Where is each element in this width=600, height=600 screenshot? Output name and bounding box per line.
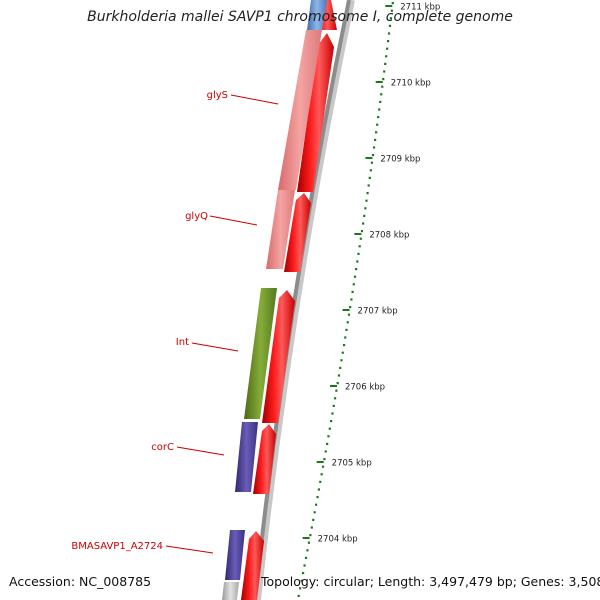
gene-labels: glyS glyQ Int corC BMASAVP1_A2724 bbox=[71, 90, 228, 552]
forward-cds-arrow bbox=[241, 531, 264, 600]
integrase-feature-Int bbox=[244, 288, 277, 419]
genome-backbone bbox=[253, 0, 351, 600]
ruler-tick-label: 2705 kbp bbox=[332, 459, 372, 469]
forward-cds-arrow bbox=[253, 424, 276, 494]
map-title: Burkholderia mallei SAVP1 chromosome I, … bbox=[87, 9, 513, 25]
ruler-tick-label: 2709 kbp bbox=[380, 155, 420, 165]
gene-label[interactable]: corC bbox=[151, 442, 174, 453]
forward-cds-arrow bbox=[297, 33, 334, 192]
forward-cds-arrow bbox=[262, 290, 295, 423]
ruler-tick-label: 2710 kbp bbox=[391, 79, 431, 89]
scale-ruler: 2711 kbp 2710 kbp 2709 kbp 2708 kbp 2707 kbp… bbox=[297, 2, 440, 597]
grey-feature bbox=[222, 582, 239, 600]
ruler-tick-label: 2708 kbp bbox=[369, 231, 409, 241]
genome-backbone-shadow bbox=[255, 0, 355, 600]
ruler-tick-label: 2704 kbp bbox=[318, 535, 358, 545]
forward-cds-arrow bbox=[284, 193, 311, 272]
gene-label[interactable]: Int bbox=[176, 337, 189, 348]
corC-feature bbox=[235, 422, 258, 492]
trna-feature-glyS bbox=[278, 30, 322, 190]
blue-feature bbox=[307, 0, 327, 30]
label-leader-lines bbox=[165, 94, 279, 554]
ruler-tick-label: 2711 kbp bbox=[400, 3, 440, 13]
ruler-tick-label: 2707 kbp bbox=[358, 307, 398, 317]
BMASAVP1_A2724-feature bbox=[225, 530, 245, 580]
gene-label[interactable]: BMASAVP1_A2724 bbox=[71, 541, 163, 552]
topology-text: Topology: circular; Length: 3,497,479 bp… bbox=[261, 574, 600, 589]
accession-text: Accession: NC_008785 bbox=[9, 574, 152, 589]
ruler-tick-label: 2706 kbp bbox=[345, 383, 385, 393]
gene-label[interactable]: glyS bbox=[207, 90, 228, 101]
trna-feature-glyQ bbox=[266, 190, 295, 269]
gene-label[interactable]: glyQ bbox=[185, 211, 208, 222]
